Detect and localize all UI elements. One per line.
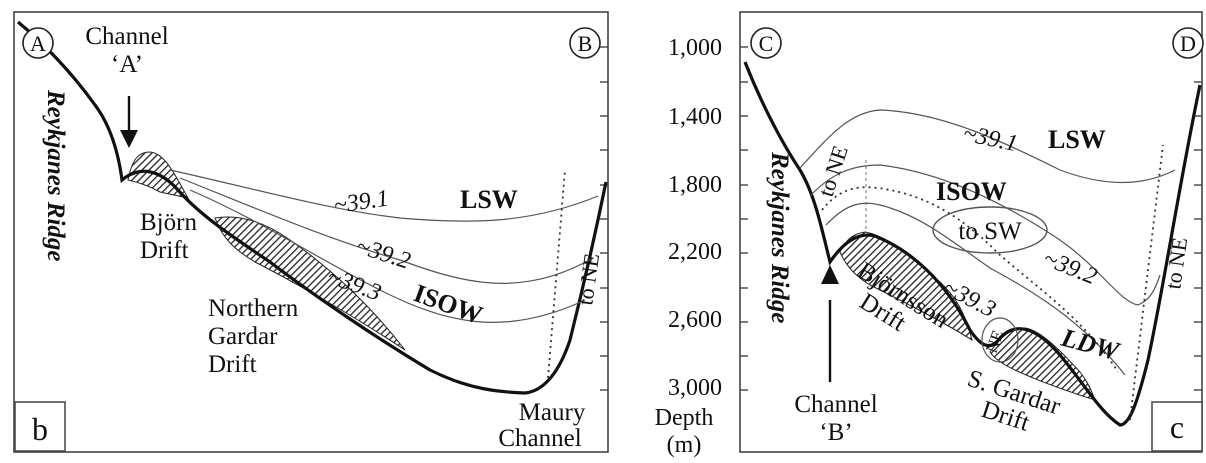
corner-c-label: C [759, 31, 774, 56]
panel-c-letter: c [1170, 409, 1184, 445]
panel-b: A B Channel ‘A’ Reykjanes Ridge Björn Dr… [13, 11, 609, 453]
channel-b-label-line2: ‘B’ [819, 419, 852, 446]
northern-gardar-label-line3: Drift [208, 351, 257, 378]
ne-small-ellipse [981, 317, 1019, 363]
panel-c-iso-391-label: ~39.1 [961, 120, 1020, 157]
depth-axis-title-line1: Depth [655, 405, 714, 431]
maury-channel-label-line2: Channel [498, 425, 581, 452]
panel-c-lsw-label: LSW [1048, 125, 1106, 154]
panel-b-lsw-label: LSW [460, 185, 518, 214]
panel-b-seafloor [16, 20, 608, 395]
northern-gardar-drift-shape [214, 216, 406, 351]
corner-d-circle [1172, 27, 1204, 59]
depth-tick-1000: 1,000 [668, 35, 722, 61]
bjornsson-drift-shape [839, 231, 973, 342]
channel-a-label-line2: ‘A’ [111, 51, 143, 78]
corner-d-label: D [1180, 31, 1196, 56]
depth-tick-2600: 2,600 [668, 307, 722, 333]
channel-a-arrow-head [120, 130, 138, 148]
panel-b-isow-label: ISOW [410, 278, 486, 329]
corner-b-label: B [578, 31, 593, 56]
panel-c-letter-box [1151, 401, 1203, 452]
to-sw-ellipse [932, 206, 1048, 254]
panel-b-frame [13, 11, 609, 453]
panel-c: C D Reykjanes Ridge to NE to NE LSW ISOW… [739, 11, 1204, 453]
depth-tick-2200: 2,200 [668, 239, 722, 265]
depth-tick-3000: 3,000 [668, 375, 722, 401]
panel-c-dotted-boundary [821, 186, 1119, 373]
channel-a-label-line1: Channel [85, 23, 168, 50]
panel-c-isopycnal-392 [809, 164, 1161, 306]
panel-b-ridge-label: Reykjanes Ridge [42, 89, 69, 262]
panel-b-isopycnal-393 [189, 189, 586, 323]
depth-tick-1800: 1,800 [668, 172, 722, 198]
depth-tick-1400: 1,400 [668, 104, 722, 130]
bjorn-drift-label-line2: Drift [140, 237, 189, 264]
panel-c-ridge-label: Reykjanes Ridge [766, 151, 793, 324]
channel-b-arrow-head [821, 265, 839, 284]
panel-b-flow-label: to NE [572, 252, 604, 307]
panel-b-iso-392-label: ~39.2 [353, 233, 413, 275]
panel-c-isopycnal-391 [799, 109, 1176, 183]
maury-channel-label-line1: Maury [519, 399, 586, 426]
panel-b-letter: b [32, 411, 48, 447]
northern-gardar-label-line2: Gardar [208, 323, 278, 350]
panel-b-isopycnal-392 [179, 177, 594, 284]
depth-axis: 1,000 1,400 1,800 2,200 2,600 3,000 Dept… [655, 35, 722, 458]
panel-b-letter-box [14, 401, 66, 452]
panel-c-iso-392-label: ~39.2 [1040, 245, 1101, 290]
corner-a-label: A [30, 31, 46, 56]
depth-axis-title-line2: (m) [667, 432, 702, 458]
corner-a-circle [22, 27, 54, 59]
panel-b-isopycnal-391 [169, 169, 599, 222]
panel-c-frame [739, 11, 1203, 453]
panel-b-ticks [600, 46, 608, 391]
panel-c-seafloor [743, 61, 1202, 427]
panel-c-isow-label: ISOW [936, 177, 1007, 206]
panel-c-isopycnal-393 [825, 202, 1126, 376]
corner-b-circle [569, 27, 601, 59]
channel-b-label-line1: Channel [794, 391, 877, 418]
panel-c-flow-ne-right: to NE [1160, 236, 1192, 291]
panel-b-iso-391-label: ~39.1 [332, 186, 390, 219]
panel-c-flow-boundary-right [1129, 144, 1164, 421]
northern-gardar-label-line1: Northern [208, 295, 299, 322]
to-sw-label: to SW [958, 218, 1022, 245]
bjorn-drift-label-line1: Björn [140, 209, 197, 236]
corner-c-circle [750, 27, 782, 59]
